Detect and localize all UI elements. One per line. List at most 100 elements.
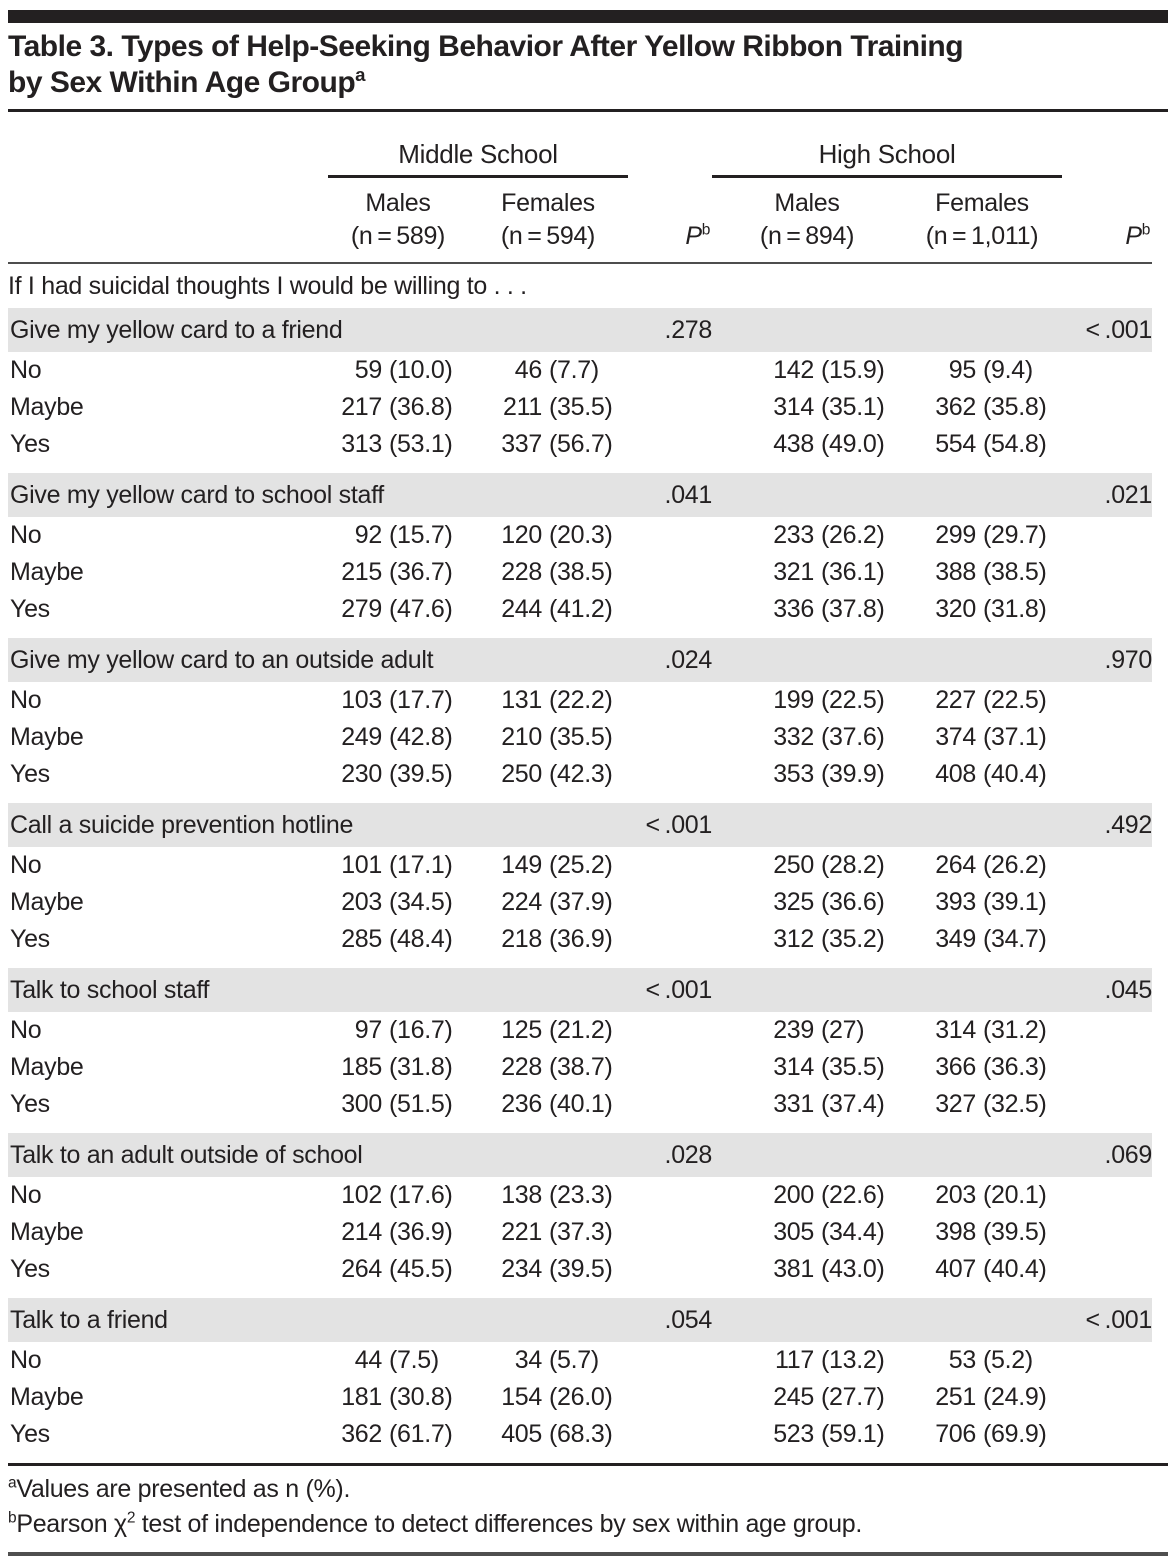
percent-value: (5.7) xyxy=(549,1346,599,1374)
empty-header-cell xyxy=(8,176,328,264)
spacer-cell xyxy=(712,638,1063,682)
empty-cell xyxy=(628,1177,712,1214)
hs-males-value: 200 (22.6) xyxy=(712,1177,902,1214)
response-label: Maybe xyxy=(10,393,84,421)
response-label: No xyxy=(10,686,42,714)
response-row-maybe: Maybe 249 (42.8) 210 (35.5) 332 (37.6) 374 (37.1… xyxy=(8,719,1152,756)
spacer-cell xyxy=(712,968,1063,1012)
empty-cell xyxy=(628,1086,712,1133)
title-rule xyxy=(8,109,1168,112)
count-value: 199 xyxy=(773,686,815,714)
percent-value: (39.5) xyxy=(549,1255,613,1283)
percent-value: (31.8) xyxy=(389,1053,453,1081)
count-value: 131 xyxy=(501,686,542,714)
count-value: 95 xyxy=(948,356,977,384)
percent-value: (37.9) xyxy=(549,888,613,916)
response-label: Yes xyxy=(10,1255,50,1283)
ms-females-value: 221 (37.3) xyxy=(468,1214,628,1251)
percent-value: (22.5) xyxy=(821,686,885,714)
empty-cell xyxy=(1062,719,1152,756)
ms-males-value: 362 (61.7) xyxy=(328,1416,468,1463)
count-value: 314 xyxy=(773,393,815,421)
response-label: Maybe xyxy=(10,723,84,751)
count-value: 138 xyxy=(501,1181,542,1209)
empty-cell xyxy=(1062,352,1152,389)
behavior-header-row: Talk to a friend .054 < .001 xyxy=(8,1298,1152,1342)
percent-value: (35.5) xyxy=(549,393,613,421)
count-value: 203 xyxy=(341,888,382,916)
behavior-section-4: Talk to school staff < .001 .045 No 97 (16.7)… xyxy=(8,968,1152,1133)
data-table: Middle School High School Males (n = 589)… xyxy=(8,112,1152,1463)
response-label: No xyxy=(10,1346,42,1374)
spacer-cell xyxy=(712,308,1063,352)
count-value: 210 xyxy=(501,723,542,751)
percent-value: (40.4) xyxy=(983,1255,1047,1283)
response-label: Yes xyxy=(10,760,50,788)
col-header-n: (n = 594) xyxy=(500,222,596,250)
hs-females-value: 203 (20.1) xyxy=(902,1177,1062,1214)
empty-cell xyxy=(628,682,712,719)
percent-value: (26.0) xyxy=(549,1383,613,1411)
ms-males-value: 300 (51.5) xyxy=(328,1086,468,1133)
hs-males-value: 250 (28.2) xyxy=(712,847,902,884)
percent-value: (53.1) xyxy=(389,430,453,458)
hs-females-value: 264 (26.2) xyxy=(902,847,1062,884)
col-header-n: (n = 589) xyxy=(350,222,446,250)
percent-value: (26.2) xyxy=(821,521,885,549)
response-row-maybe: Maybe 203 (34.5) 224 (37.9) 325 (36.6) 393 (39.1… xyxy=(8,884,1152,921)
empty-cell xyxy=(1062,1416,1152,1463)
table-title-line1: Table 3. Types of Help-Seeking Behavior … xyxy=(8,30,964,63)
ms-females-value: 138 (23.3) xyxy=(468,1177,628,1214)
percent-value: (32.5) xyxy=(983,1090,1047,1118)
p-footnote-marker: b xyxy=(701,221,711,239)
empty-cell xyxy=(1062,1086,1152,1133)
empty-cell xyxy=(628,1049,712,1086)
hs-males-value: 438 (49.0) xyxy=(712,426,902,473)
ms-females-value: 210 (35.5) xyxy=(468,719,628,756)
percent-value: (51.5) xyxy=(389,1090,453,1118)
response-row-maybe: Maybe 215 (36.7) 228 (38.5) 321 (36.1) 388 (38.5… xyxy=(8,554,1152,591)
empty-cell xyxy=(628,591,712,638)
hs-females-value: 349 (34.7) xyxy=(902,921,1062,968)
count-value: 362 xyxy=(935,393,977,421)
percent-value: (43.0) xyxy=(821,1255,885,1283)
percent-value: (38.5) xyxy=(983,558,1047,586)
response-label: Yes xyxy=(10,430,50,458)
empty-cell xyxy=(1062,389,1152,426)
footnote-b: bPearson χ2 test of independence to dete… xyxy=(8,1507,1168,1542)
spacer-cell xyxy=(712,1298,1063,1342)
percent-value: (35.2) xyxy=(821,925,885,953)
response-row-yes: Yes 362 (61.7) 405 (68.3) 523 (59.1) 706 (69.9) xyxy=(8,1416,1152,1463)
response-row-no: No 44 (7.5) 34 (5.7) 117 (13.2) 53 (5.2) xyxy=(8,1342,1152,1379)
col-header-ms-males: Males (n = 589) xyxy=(328,176,468,264)
count-value: 313 xyxy=(341,430,382,458)
table-title-line2: by Sex Within Age Group xyxy=(8,66,356,99)
percent-value: (17.1) xyxy=(389,851,453,879)
hs-females-value: 251 (24.9) xyxy=(902,1379,1062,1416)
spacer-cell xyxy=(712,473,1063,517)
count-value: 314 xyxy=(773,1053,815,1081)
ms-males-value: 217 (36.8) xyxy=(328,389,468,426)
percent-value: (37.8) xyxy=(821,595,885,623)
count-value: 398 xyxy=(935,1218,977,1246)
empty-cell xyxy=(628,554,712,591)
percent-value: (40.1) xyxy=(549,1090,613,1118)
ms-females-value: 405 (68.3) xyxy=(468,1416,628,1463)
behavior-section-5: Talk to an adult outside of school .028 .0… xyxy=(8,1133,1152,1298)
hs-males-value: 199 (22.5) xyxy=(712,682,902,719)
hs-males-value: 239 (27) xyxy=(712,1012,902,1049)
table-title: Table 3. Types of Help-Seeking Behavior … xyxy=(8,29,1168,101)
hs-females-value: 95 (9.4) xyxy=(902,352,1062,389)
percent-value: (31.8) xyxy=(983,595,1047,623)
percent-value: (34.4) xyxy=(821,1218,885,1246)
ms-males-value: 102 (17.6) xyxy=(328,1177,468,1214)
behavior-header-row: Call a suicide prevention hotline < .001.… xyxy=(8,803,1152,847)
percent-value: (37.6) xyxy=(821,723,885,751)
count-value: 181 xyxy=(341,1383,382,1411)
count-value: 264 xyxy=(341,1255,382,1283)
percent-value: (9.4) xyxy=(983,356,1033,384)
behavior-label: Talk to an adult outside of school xyxy=(8,1133,629,1177)
response-row-yes: Yes 279 (47.6) 244 (41.2) 336 (37.8) 320 (31.8) xyxy=(8,591,1152,638)
behavior-section-2: Give my yellow card to an outside adult.… xyxy=(8,638,1152,803)
response-row-yes: Yes 230 (39.5) 250 (42.3) 353 (39.9) 408 (40.4) xyxy=(8,756,1152,803)
